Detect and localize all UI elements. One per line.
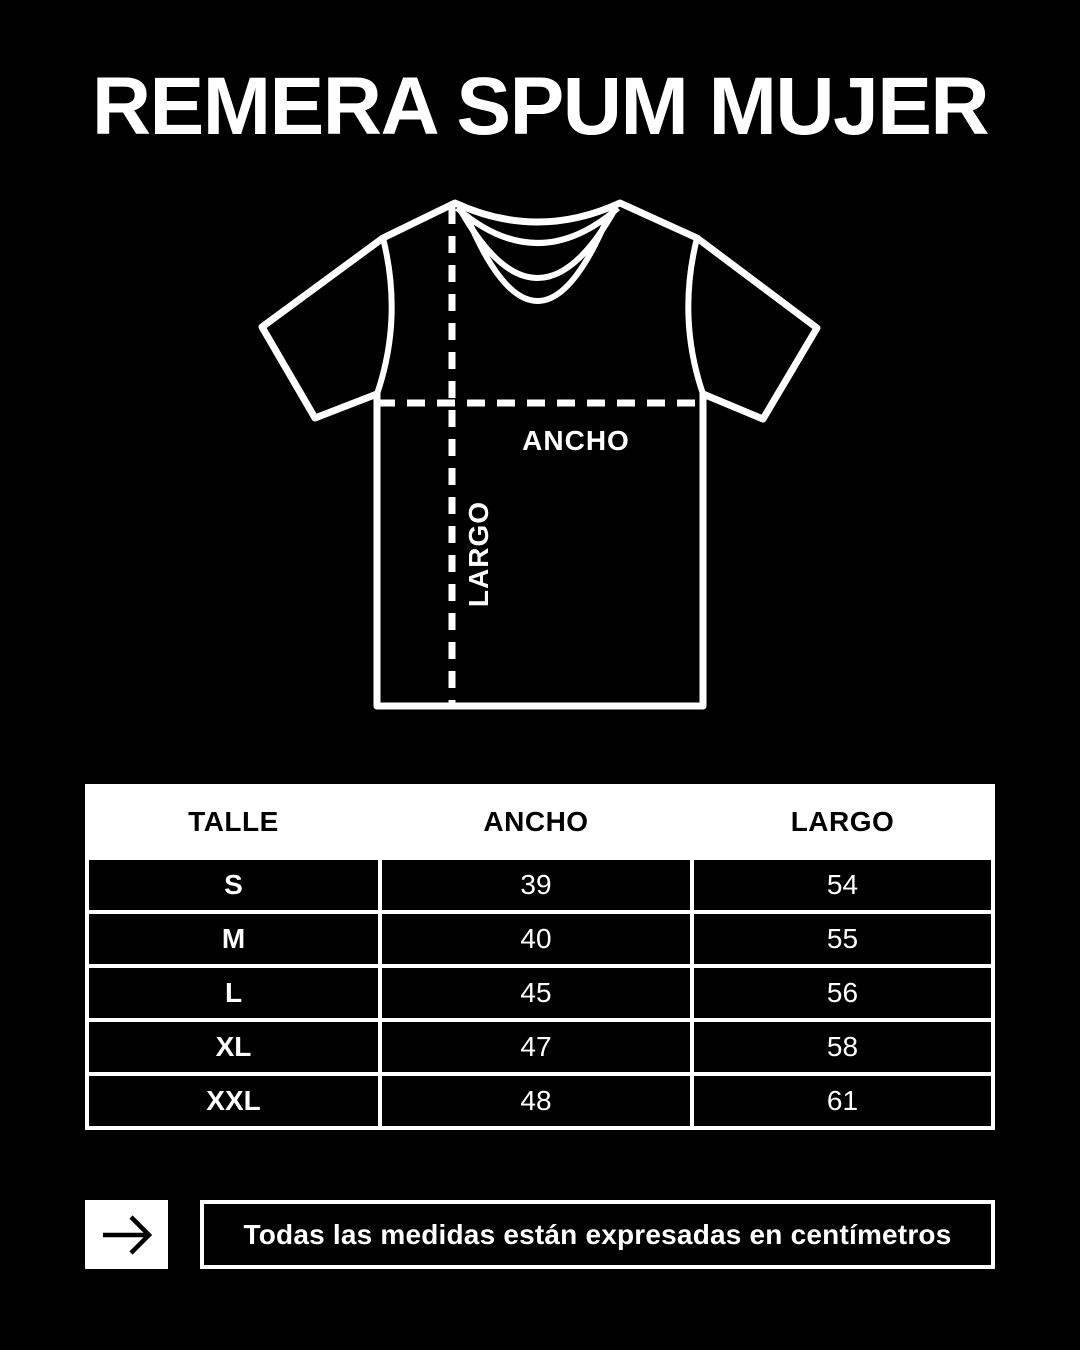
size-table-header: TALLE ANCHO LARGO	[85, 784, 995, 860]
column-header-ancho: ANCHO	[483, 806, 589, 837]
size-cell-m: M	[89, 914, 378, 964]
largo-cell-s: 54	[694, 860, 991, 910]
ancho-cell-l: 45	[382, 968, 690, 1018]
tshirt-svg: ANCHO LARGO	[258, 199, 821, 710]
size-table: TALLE ANCHO LARGO S 39 54 M 40 55 L 45 5…	[85, 784, 995, 1130]
size-cell-xl: XL	[89, 1022, 378, 1072]
armhole-seam-left	[374, 237, 395, 395]
arrow-right-icon	[102, 1214, 152, 1255]
page-title: REMERA SPUM MUJER	[91, 61, 990, 152]
column-header-talle: TALLE	[188, 806, 279, 837]
collar-line-inner	[465, 217, 610, 304]
largo-cell-l: 56	[694, 968, 991, 1018]
ancho-cell-s: 39	[382, 860, 690, 910]
size-cell-xxl: XXL	[89, 1076, 378, 1126]
size-cell-l: L	[89, 968, 378, 1018]
arrow-box	[85, 1200, 168, 1269]
tshirt-outline	[258, 199, 821, 710]
armhole-seam-right	[685, 237, 706, 395]
ancho-cell-xl: 47	[382, 1022, 690, 1072]
collar-line-outer	[455, 205, 620, 246]
ancho-cell-xxl: 48	[382, 1076, 690, 1126]
largo-cell-xl: 58	[694, 1022, 991, 1072]
measurement-note-text: Todas las medidas están expresadas en ce…	[243, 1218, 952, 1250]
size-cell-s: S	[89, 860, 378, 910]
width-label: ANCHO	[522, 425, 630, 456]
largo-cell-m: 55	[694, 914, 991, 964]
ancho-cell-m: 40	[382, 914, 690, 964]
column-header-largo: LARGO	[790, 806, 895, 837]
length-label: LARGO	[463, 501, 494, 607]
measurement-note: Todas las medidas están expresadas en ce…	[200, 1200, 995, 1269]
size-table-body: S 39 54 M 40 55 L 45 56 XL 47 58 XXL 48 …	[85, 860, 995, 1130]
tshirt-diagram: ANCHO LARGO	[240, 170, 840, 730]
largo-cell-xxl: 61	[694, 1076, 991, 1126]
